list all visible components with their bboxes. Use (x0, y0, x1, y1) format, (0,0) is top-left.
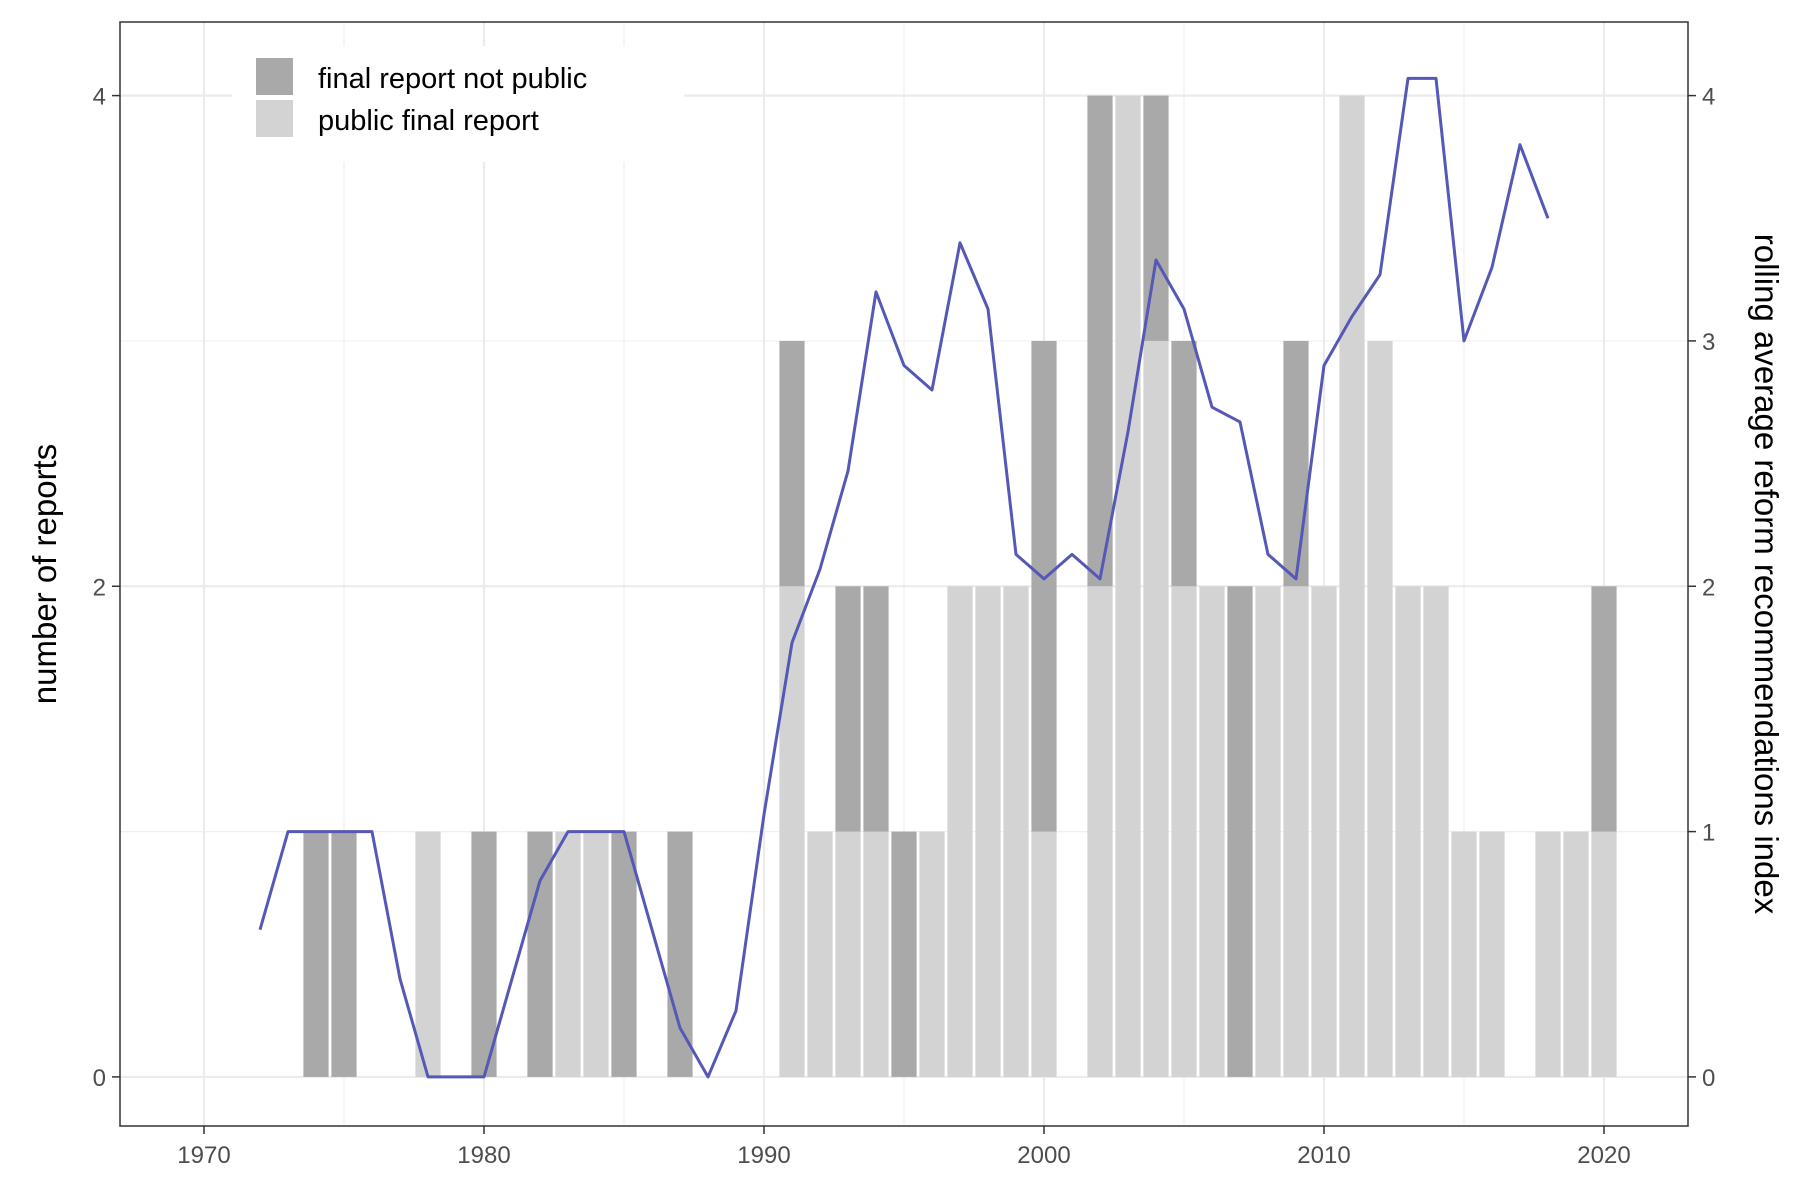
y-tick-label-right: 1 (1702, 820, 1715, 847)
bar-public (1339, 95, 1365, 1077)
bar-public (1591, 831, 1617, 1077)
x-tick-label: 2010 (1297, 1142, 1350, 1169)
legend-key-public (256, 100, 293, 137)
bar-public (415, 831, 441, 1077)
bar-not-public (611, 831, 637, 1077)
y-tick-label-left: 0 (93, 1065, 106, 1092)
bar-not-public (1591, 586, 1617, 832)
legend-key-not-public (256, 58, 293, 95)
bar-public (1563, 831, 1589, 1077)
bar-public (779, 586, 805, 1077)
bar-public (863, 831, 889, 1077)
bar-not-public (863, 586, 889, 832)
y-tick-label-right: 2 (1702, 574, 1715, 601)
bar-public (583, 831, 609, 1077)
bar-public (1087, 586, 1113, 1077)
y-tick-label-right: 3 (1702, 329, 1715, 356)
bar-not-public (1283, 340, 1309, 587)
bar-public (807, 831, 833, 1077)
bar-public (1143, 340, 1169, 1077)
bar-public (1479, 831, 1505, 1077)
bar-not-public (667, 831, 693, 1077)
bar-not-public (1087, 95, 1113, 587)
legend: final report not public public final rep… (232, 46, 684, 162)
bar-not-public (1031, 340, 1057, 832)
bar-not-public (1227, 586, 1253, 1077)
y-axis-title-right: rolling average reform recommendations i… (1748, 234, 1785, 915)
bar-public (555, 831, 581, 1077)
y-tick-label-right: 4 (1702, 84, 1715, 111)
plot-panel-border (119, 21, 1689, 1127)
y-axis-left: 0 2 4 (93, 84, 120, 1092)
bar-public (1115, 95, 1141, 1077)
bar-public (1395, 586, 1421, 1077)
bar-public (1199, 586, 1225, 1077)
bar-public (835, 831, 861, 1077)
y-axis-right: 0 1 2 3 4 (1688, 84, 1715, 1092)
bar-public (1255, 586, 1281, 1077)
x-tick-label: 1970 (177, 1142, 230, 1169)
bar-public (975, 586, 1001, 1077)
y-axis-title-left: number of reports (26, 444, 63, 704)
legend-background (232, 46, 684, 162)
bar-public (1423, 586, 1449, 1077)
rolling-average-line (258, 76, 1550, 1079)
bar-not-public (1143, 95, 1169, 341)
bar-public (947, 586, 973, 1077)
x-tick-label: 2020 (1577, 1142, 1630, 1169)
x-tick-label: 1990 (737, 1142, 790, 1169)
bar-public (1367, 340, 1393, 1077)
legend-label-public: public final report (318, 105, 539, 137)
x-tick-label: 2000 (1017, 1142, 1070, 1169)
bar-public (1031, 831, 1057, 1077)
legend-label-not-public: final report not public (318, 63, 587, 95)
bar-not-public (527, 831, 553, 1077)
bar-public (1311, 586, 1337, 1077)
bar-not-public (471, 831, 497, 1077)
y-tick-label-left: 2 (93, 574, 106, 601)
bar-not-public (779, 340, 805, 587)
bar-public (1171, 586, 1197, 1077)
y-tick-label-left: 4 (93, 84, 106, 111)
bar-public (1535, 831, 1561, 1077)
bar-not-public (303, 831, 329, 1077)
bar-not-public (1171, 340, 1197, 587)
bar-public (1451, 831, 1477, 1077)
bar-not-public (835, 586, 861, 832)
x-tick-label: 1980 (457, 1142, 510, 1169)
y-tick-label-right: 0 (1702, 1065, 1715, 1092)
bar-public (1283, 586, 1309, 1077)
bar-public (1003, 586, 1029, 1077)
bar-not-public (891, 831, 917, 1077)
x-axis: 1970 1980 1990 2000 2010 2020 (177, 1126, 1631, 1169)
bar-public (919, 831, 945, 1077)
bars (303, 95, 1617, 1077)
bar-not-public (331, 831, 357, 1077)
